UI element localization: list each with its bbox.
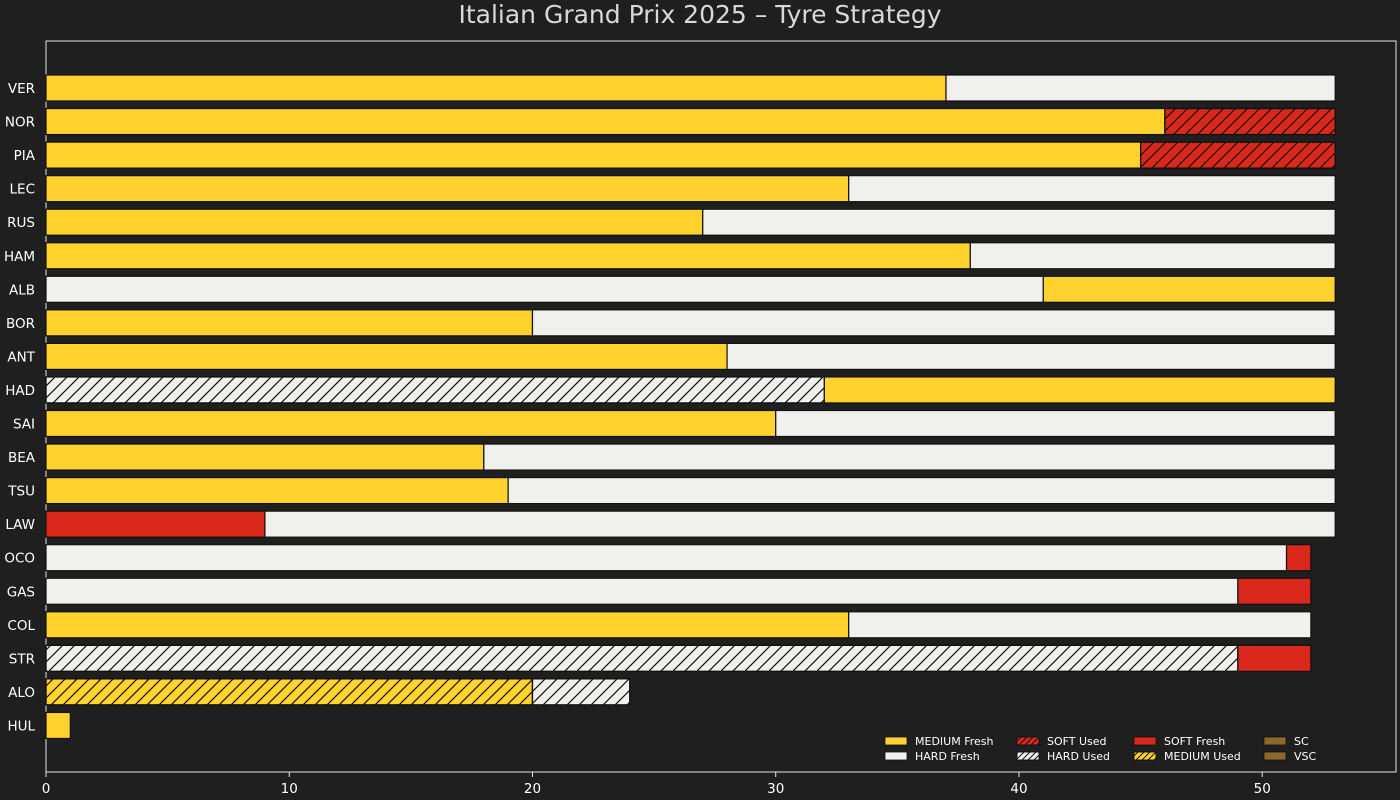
bar-str-stint-2 (1237, 644, 1312, 672)
bar-bor-stint-2 (531, 309, 1336, 337)
bar-had-stint-2 (823, 376, 1336, 404)
y-tick-ver: VER (8, 81, 35, 97)
y-tick-ant: ANT (7, 349, 35, 365)
bar-tsu-stint-2 (507, 477, 1336, 505)
y-tick-bea: BEA (8, 450, 36, 466)
bar-ver-stint-2 (945, 74, 1336, 102)
bar-alo-stint-1-hatch (45, 678, 534, 706)
bar-lec-stint-2 (848, 175, 1336, 203)
y-tick-gas: GAS (7, 584, 35, 600)
bar-col-stint-1 (45, 611, 850, 639)
plot-area (45, 40, 1397, 773)
legend: MEDIUM Fresh HARD Fresh SOFT Used HARD Used… (884, 735, 1317, 763)
bar-alo-stint-2-hatch (531, 678, 631, 706)
bar-oco-stint-2 (1285, 544, 1312, 572)
bar-ant-stint-2 (726, 342, 1336, 370)
legend-swatch-soft-used-hatch (1016, 736, 1040, 746)
legend-swatch-medium-used-hatch (1133, 751, 1157, 761)
x-tick-0: 0 (42, 781, 51, 797)
legend-label-sc: SC (1294, 735, 1309, 748)
x-tick-40: 40 (1010, 781, 1027, 797)
legend-swatch-soft-fresh (1133, 736, 1157, 746)
y-tick-oco: OCO (4, 551, 35, 567)
bars-group (45, 74, 1336, 740)
y-tick-pia: PIA (14, 148, 36, 164)
bar-sai-stint-1 (45, 409, 777, 438)
y-tick-col: COL (7, 618, 35, 634)
bar-lec-stint-1 (45, 175, 850, 203)
bar-rus-stint-1 (45, 208, 704, 236)
legend-swatch-medium-fresh (884, 736, 908, 746)
bar-law-stint-2 (264, 510, 1336, 538)
bar-hul-stint-1 (45, 711, 71, 740)
bar-ant-stint-1 (45, 342, 728, 370)
y-tick-sai: SAI (13, 417, 35, 433)
bar-pia-stint-1 (45, 141, 1142, 169)
bar-alb-stint-2 (1042, 275, 1336, 303)
bar-gas-stint-1 (45, 577, 1239, 605)
y-tick-lec: LEC (10, 182, 35, 198)
chart-title: Italian Grand Prix 2025 – Tyre Strategy (458, 0, 942, 29)
x-tick-30: 30 (767, 781, 784, 797)
x-tick-10: 10 (281, 781, 298, 797)
bar-nor-stint-2-hatch (1164, 107, 1336, 136)
y-tick-str: STR (9, 651, 35, 667)
bar-str-stint-1-hatch (45, 644, 1239, 672)
bar-pia-stint-2-hatch (1139, 141, 1336, 169)
bar-had-stint-1-hatch (45, 376, 825, 404)
y-tick-alb: ALB (9, 282, 35, 298)
legend-swatch-hard-used-hatch (1016, 751, 1040, 761)
bar-nor-stint-1 (45, 107, 1166, 136)
x-tick-50: 50 (1254, 781, 1271, 797)
legend-swatch-sc (1263, 736, 1287, 746)
y-tick-labels: VER NOR PIA LEC RUS HAM ALB BOR ANT HAD SAI BEA TSU L… (4, 81, 36, 734)
legend-label-hard-fresh: HARD Fresh (915, 750, 980, 763)
legend-label-medium-used: MEDIUM Used (1164, 750, 1241, 763)
legend-label-vsc: VSC (1294, 750, 1317, 763)
y-tick-tsu: TSU (7, 484, 35, 500)
bar-bea-stint-2 (483, 443, 1336, 471)
y-tick-had: HAD (5, 383, 35, 399)
bar-oco-stint-1 (45, 544, 1288, 572)
bar-ver-stint-1 (45, 74, 947, 102)
y-tick-alo: ALO (8, 685, 35, 701)
legend-label-soft-used: SOFT Used (1047, 735, 1107, 748)
y-tick-rus: RUS (7, 215, 35, 231)
bar-alb-stint-1 (45, 275, 1044, 303)
bar-bor-stint-1 (45, 309, 534, 337)
bar-tsu-stint-1 (45, 477, 509, 505)
legend-label-medium-fresh: MEDIUM Fresh (915, 735, 994, 748)
y-tick-hul: HUL (7, 718, 35, 734)
y-tick-law: LAW (5, 517, 35, 533)
x-tick-20: 20 (524, 781, 541, 797)
bar-sai-stint-2 (775, 409, 1336, 438)
bar-ham-stint-2 (969, 242, 1336, 270)
y-tick-nor: NOR (5, 115, 35, 131)
bar-ham-stint-1 (45, 242, 971, 270)
legend-swatch-vsc (1263, 751, 1287, 761)
x-tick-labels: 0 10 20 30 40 50 (42, 772, 1271, 797)
y-tick-bor: BOR (6, 316, 35, 332)
y-tick-ham: HAM (4, 249, 35, 265)
legend-label-soft-fresh: SOFT Fresh (1164, 735, 1225, 748)
bar-bea-stint-1 (45, 443, 485, 471)
bar-col-stint-2 (848, 611, 1312, 639)
bar-rus-stint-2 (702, 208, 1336, 236)
legend-label-hard-used: HARD Used (1047, 750, 1110, 763)
bar-law-stint-1 (45, 510, 266, 538)
bar-gas-stint-2 (1237, 577, 1312, 605)
legend-swatch-hard-fresh (884, 751, 908, 761)
